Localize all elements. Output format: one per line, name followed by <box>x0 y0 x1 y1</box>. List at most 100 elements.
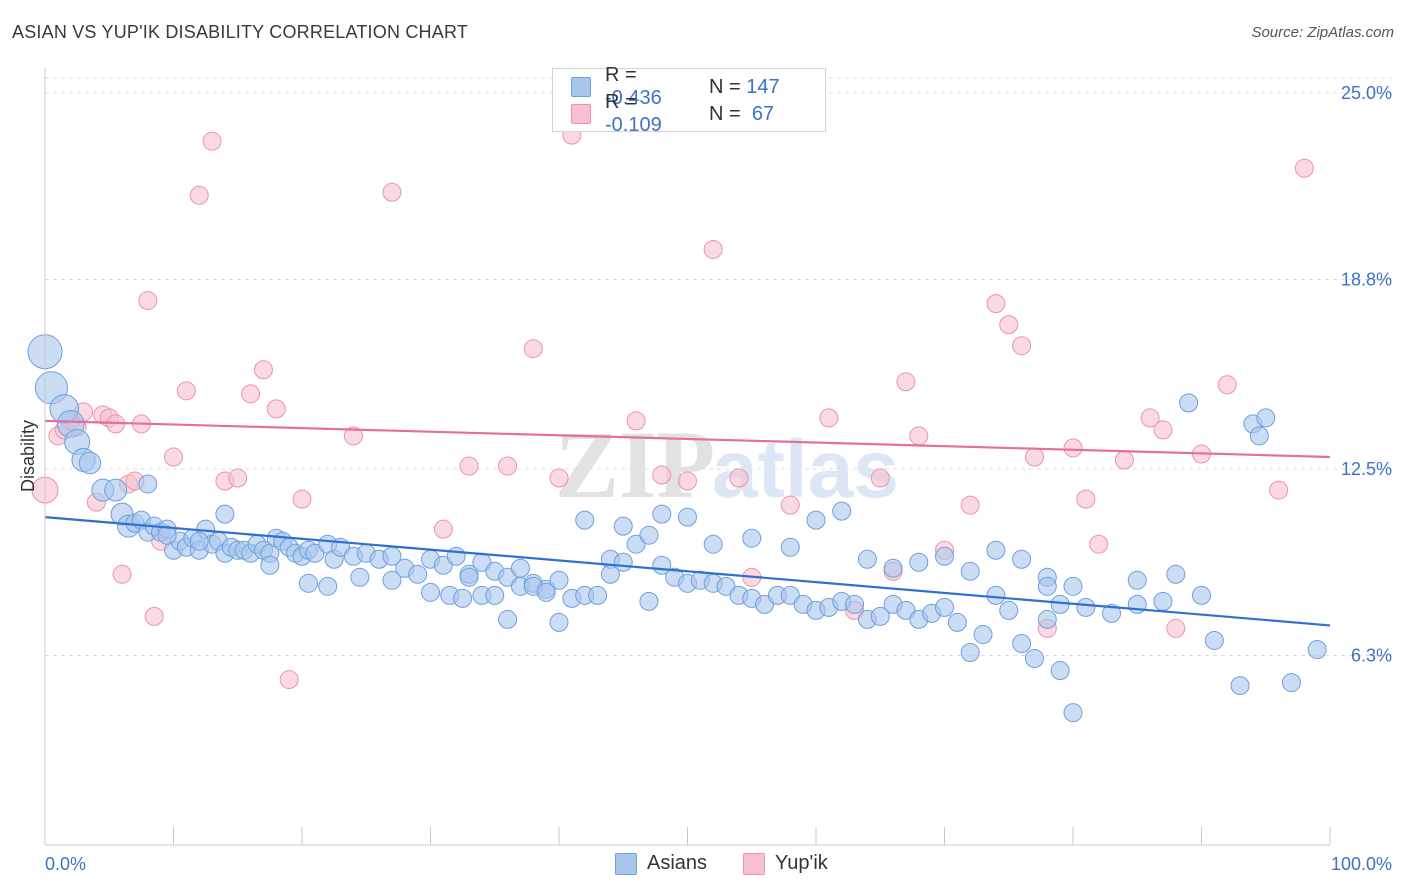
asian-point <box>1153 591 1173 611</box>
asian-point <box>549 570 569 590</box>
yupik-point <box>1024 447 1044 467</box>
yupik-point <box>870 468 890 488</box>
series-label-yupik: Yup'ik <box>775 852 828 874</box>
asian-point <box>986 585 1006 605</box>
yupik-point <box>343 426 363 446</box>
asian-point <box>421 582 440 602</box>
asian-point <box>1166 564 1186 584</box>
yupik-point <box>986 294 1006 314</box>
y-tick-label: 12.5% <box>1341 459 1392 479</box>
asian-point <box>138 474 158 494</box>
legend-r-label: R = <box>605 64 637 86</box>
asian-point <box>350 567 370 587</box>
yupik-point <box>176 381 196 401</box>
yupik-point <box>626 411 646 431</box>
asian-point <box>588 585 608 605</box>
yupik-trend-line <box>44 419 1331 459</box>
asian-point <box>935 597 954 617</box>
yupik-point <box>138 291 158 311</box>
asian-point <box>806 510 826 530</box>
x-tick-label: 0.0% <box>45 854 86 874</box>
asian-point <box>1307 639 1327 659</box>
asian-point <box>1230 676 1250 696</box>
yupik-point <box>498 456 518 476</box>
asian-point <box>639 525 659 545</box>
yupik-point <box>1012 336 1032 356</box>
asian-point <box>1037 576 1057 596</box>
yupik-point <box>164 447 183 467</box>
yupik-point <box>549 468 569 488</box>
yupik-point <box>1269 480 1289 500</box>
yupik-point <box>112 564 132 584</box>
asian-point <box>485 585 505 605</box>
asian-point <box>845 594 865 614</box>
asian-point <box>453 588 473 608</box>
yupik-point <box>652 465 672 485</box>
legend-r-label: R = <box>605 91 637 113</box>
asian-point <box>382 570 402 590</box>
legend-n-value: 147 <box>746 75 780 98</box>
asian-point <box>408 564 428 584</box>
asian-point <box>189 531 209 551</box>
series-label-asians: Asians <box>647 852 708 874</box>
asian-point <box>1012 549 1032 569</box>
legend-r-value: -0.436 <box>605 87 662 109</box>
yupik-point <box>1140 408 1160 428</box>
yupik-point <box>1217 375 1237 395</box>
asian-point <box>1179 393 1199 413</box>
asian-point <box>260 555 280 575</box>
yupik-point <box>678 471 697 491</box>
trend-lines <box>44 419 1331 627</box>
asian-point <box>215 504 235 524</box>
asian-point <box>1012 633 1032 653</box>
asian-point <box>1050 661 1070 681</box>
legend-r-value: -0.109 <box>605 114 662 136</box>
axes <box>44 68 1331 846</box>
asian-point <box>1127 570 1147 590</box>
source-credit: Source: ZipAtlas.com <box>1251 24 1394 41</box>
asian-point <box>1063 703 1083 723</box>
asian-point <box>446 546 466 566</box>
asian-point <box>498 609 518 629</box>
asian-point <box>678 507 697 527</box>
watermark-atlas: atlas <box>712 424 899 515</box>
yupik-point <box>433 519 453 539</box>
asian-point <box>857 549 877 569</box>
yupik-point <box>1076 489 1096 509</box>
asian-point <box>986 540 1006 560</box>
grid-lines <box>45 77 1392 657</box>
y-tick-label: 6.3% <box>1351 646 1392 666</box>
yupik-point <box>1089 534 1109 554</box>
asian-point <box>459 567 479 587</box>
legend-swatch-yupik <box>571 104 591 124</box>
series-swatch-yupik <box>743 852 766 875</box>
yupik-point <box>144 606 164 626</box>
y-axis-label: Disability <box>18 420 38 492</box>
legend-n-value: 67 <box>751 102 775 125</box>
chart-title: ASIAN VS YUP'IK DISABILITY CORRELATION C… <box>12 22 469 42</box>
x-tick-label: 100.0% <box>1331 854 1392 874</box>
asian-point <box>1050 594 1070 614</box>
asian-point <box>1076 597 1096 617</box>
asian-point <box>1037 609 1057 629</box>
yupik-point <box>292 489 312 509</box>
legend-n-label: N = <box>709 102 741 125</box>
yupik-point <box>780 495 800 515</box>
yupik-point <box>382 182 402 202</box>
asian-point <box>883 558 903 578</box>
series-swatch-asians <box>615 852 637 875</box>
asian-point <box>999 600 1019 620</box>
asian-point <box>1024 649 1044 669</box>
asian-point <box>157 525 177 545</box>
asian-point <box>1192 585 1211 605</box>
asian-point <box>832 501 852 521</box>
yupik-point <box>896 372 916 392</box>
axis-labels: 6.3% 12.5% 18.8% 25.0% 0.0% 100.0% <box>45 83 1392 874</box>
yupik-point <box>819 408 839 428</box>
asian-point <box>1249 426 1269 446</box>
watermark: ZIP atlas <box>555 411 899 518</box>
asian-point <box>973 624 993 644</box>
asian-trend-line <box>44 516 1331 627</box>
yupik-point <box>253 360 273 380</box>
